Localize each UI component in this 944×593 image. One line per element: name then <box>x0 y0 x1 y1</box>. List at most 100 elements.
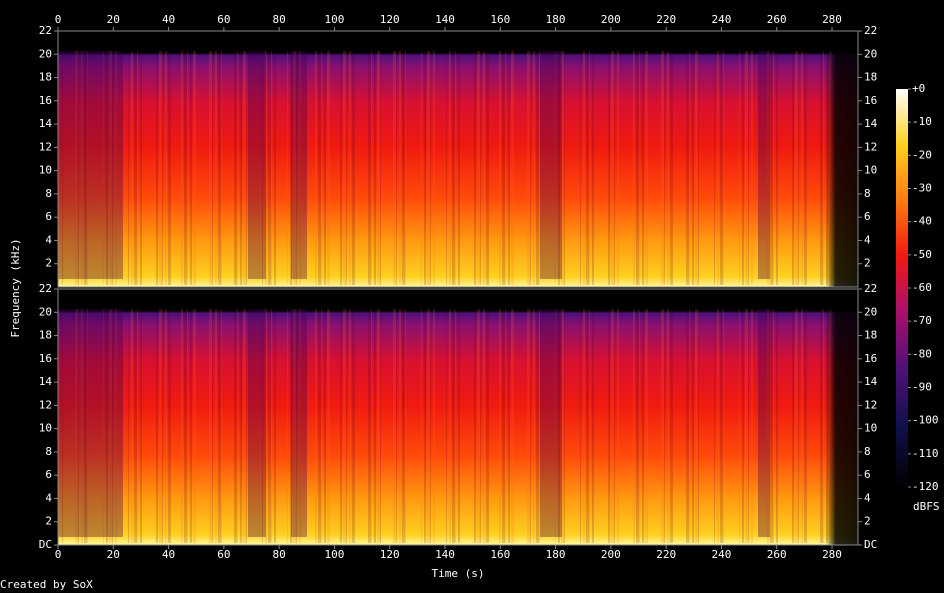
texture <box>692 51 694 285</box>
x-tick-label: 200 <box>601 13 621 26</box>
texture <box>739 309 740 543</box>
texture <box>405 309 406 543</box>
texture <box>318 309 321 543</box>
texture <box>767 309 769 543</box>
x-tick-label: 220 <box>656 548 676 561</box>
texture <box>271 51 272 285</box>
texture <box>539 51 540 285</box>
texture <box>446 309 447 543</box>
texture <box>246 309 247 543</box>
quiet-region <box>291 51 307 279</box>
texture <box>84 309 87 543</box>
texture <box>664 309 665 543</box>
texture <box>234 51 237 285</box>
x-tick-label: 180 <box>546 13 566 26</box>
texture <box>81 51 83 285</box>
texture <box>103 309 104 543</box>
texture <box>474 51 476 285</box>
y-tick-label: 12 <box>864 398 877 411</box>
texture <box>377 51 380 285</box>
texture <box>324 309 326 543</box>
texture <box>452 309 455 543</box>
texture <box>103 51 104 285</box>
texture <box>614 309 615 543</box>
y-tick-label: 6 <box>864 210 871 223</box>
y-tick-label: 14 <box>39 117 53 130</box>
x-tick-label: 40 <box>162 548 175 561</box>
x-tick-label: 0 <box>55 548 62 561</box>
texture <box>221 51 222 285</box>
texture <box>667 51 669 285</box>
texture <box>617 51 619 285</box>
texture <box>592 51 594 285</box>
texture <box>483 309 485 543</box>
x-tick-label: 240 <box>712 548 732 561</box>
texture <box>218 51 221 285</box>
texture <box>698 309 699 543</box>
texture <box>399 51 401 285</box>
texture <box>421 309 422 543</box>
texture <box>486 51 489 285</box>
texture <box>536 51 539 285</box>
texture <box>290 51 292 285</box>
texture <box>427 309 430 543</box>
texture <box>499 309 501 543</box>
y-tick-label: 16 <box>864 352 877 365</box>
texture <box>318 51 321 285</box>
y-tick-label: 8 <box>45 445 52 458</box>
texture <box>209 309 212 543</box>
texture <box>81 309 83 543</box>
texture <box>140 51 142 285</box>
quiet-region <box>540 309 562 537</box>
texture <box>402 309 405 543</box>
y-tick-label: 18 <box>39 329 52 342</box>
texture <box>128 309 129 543</box>
texture <box>368 51 371 285</box>
texture <box>115 309 117 543</box>
texture <box>377 309 380 543</box>
y-tick-label: 18 <box>864 71 877 84</box>
texture <box>508 309 510 543</box>
texture <box>792 51 794 285</box>
texture <box>776 309 778 543</box>
texture <box>234 309 237 543</box>
texture <box>296 309 297 543</box>
x-tick-label: 80 <box>273 548 286 561</box>
y-tick-label: 2 <box>45 515 52 528</box>
texture <box>661 51 664 285</box>
texture <box>156 51 158 285</box>
texture <box>109 51 112 285</box>
colorbar-tick-label: -90 <box>912 381 932 394</box>
texture <box>293 309 296 543</box>
texture <box>274 51 276 285</box>
fade-out <box>826 31 858 287</box>
texture <box>636 309 639 543</box>
texture <box>396 51 397 285</box>
texture <box>742 51 744 285</box>
texture <box>804 51 807 285</box>
texture <box>458 51 460 285</box>
texture <box>271 309 272 543</box>
texture <box>773 51 774 285</box>
texture <box>801 309 803 543</box>
texture <box>159 309 162 543</box>
x-tick-label: 200 <box>601 548 621 561</box>
colorbar-tick-label: -20 <box>912 148 932 161</box>
quiet-region <box>540 51 562 279</box>
texture <box>695 309 698 543</box>
texture <box>458 309 460 543</box>
texture <box>449 309 451 543</box>
texture <box>246 51 247 285</box>
texture <box>159 51 162 285</box>
texture <box>315 309 317 543</box>
texture <box>611 51 614 285</box>
texture <box>686 309 689 543</box>
texture <box>293 51 296 285</box>
quiet-region <box>58 309 123 537</box>
colorbar-tick-label: -80 <box>912 347 932 360</box>
texture <box>240 309 242 543</box>
quiet-region <box>248 309 266 537</box>
texture <box>399 309 401 543</box>
x-tick-label: 20 <box>107 13 120 26</box>
texture <box>689 51 690 285</box>
